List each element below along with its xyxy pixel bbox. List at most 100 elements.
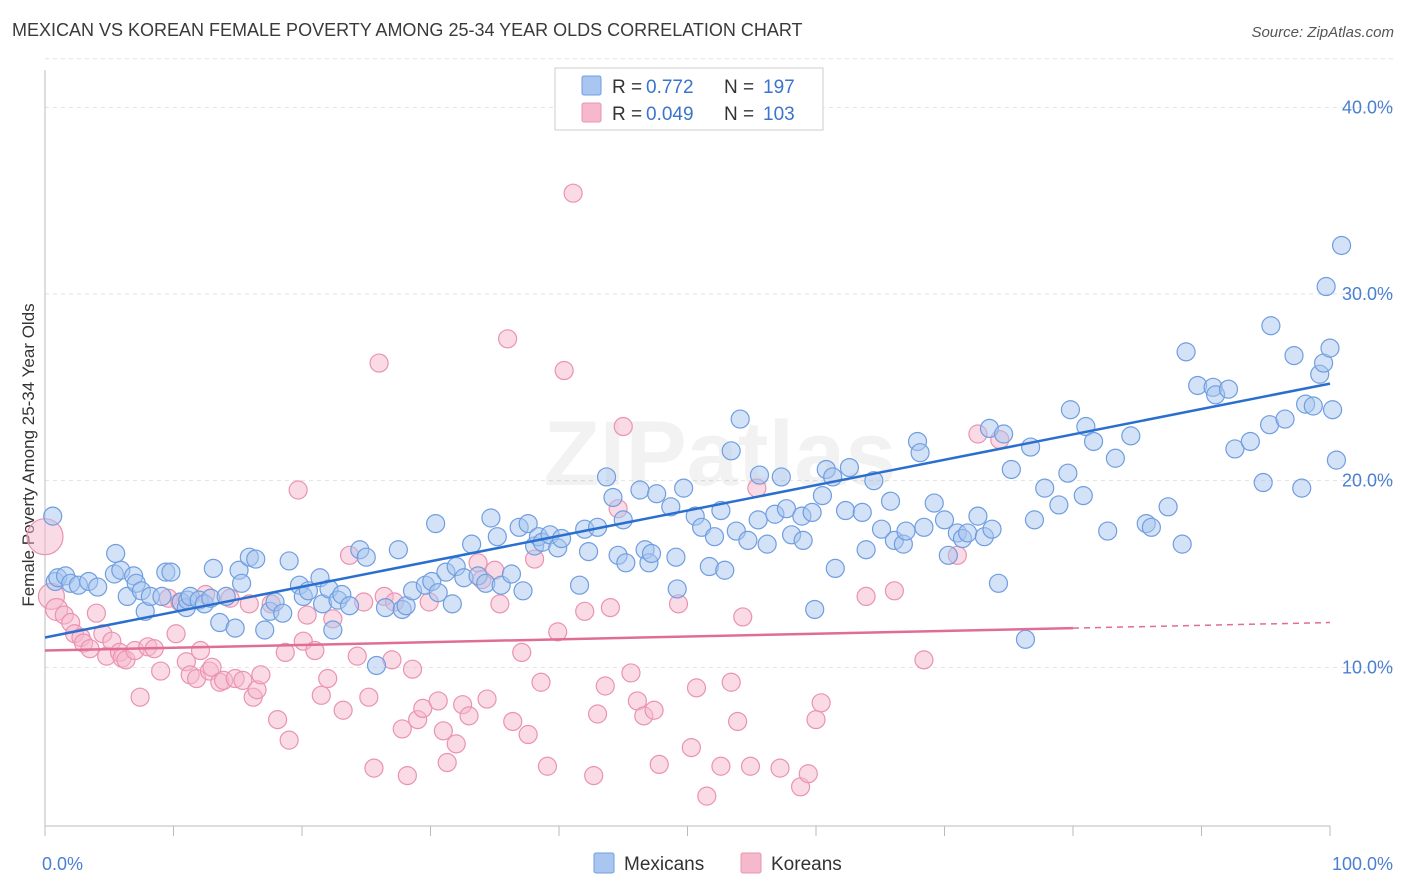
koreans-point <box>728 711 748 732</box>
legend-koreans-label: Koreans <box>771 854 842 875</box>
koreans-point <box>548 622 568 642</box>
koreans-point <box>251 665 271 685</box>
koreans-point <box>711 756 731 776</box>
mexicans-point <box>481 508 501 528</box>
koreans-point <box>305 640 325 661</box>
mexicans-point <box>630 480 650 500</box>
mexicans-point <box>692 517 712 537</box>
mexicans-point <box>880 491 901 511</box>
mexicans-point <box>715 560 735 580</box>
mexicans-point <box>1073 486 1093 506</box>
koreans-point <box>428 691 448 711</box>
mexicans-point <box>1049 495 1069 515</box>
mexicans-point <box>1176 342 1196 362</box>
koreans-point <box>369 353 389 373</box>
mexicans-point <box>852 502 872 523</box>
x-tick-label: 0.0% <box>42 854 83 874</box>
mexicans-point <box>1060 400 1081 420</box>
mexicans-point <box>273 603 293 623</box>
mexicans-point <box>1218 379 1239 399</box>
koreans-point <box>621 663 641 683</box>
mexicans-point <box>667 579 687 599</box>
koreans-r-value: 0.049 <box>646 104 694 125</box>
mexicans-point <box>793 530 813 551</box>
mexicans-point <box>388 540 408 560</box>
koreans-point <box>770 758 790 778</box>
mexicans-point <box>225 618 245 638</box>
mexicans-point <box>721 441 741 461</box>
mexicans-point <box>616 553 636 573</box>
koreans-point <box>333 700 353 720</box>
mexicans-point <box>812 486 833 506</box>
chart-title: MEXICAN VS KOREAN FEMALE POVERTY AMONG 2… <box>12 20 803 40</box>
koreans-point <box>914 650 934 670</box>
mexicans-point <box>1035 478 1055 498</box>
mexicans-r-value: 0.772 <box>646 77 694 98</box>
mexicans-point <box>958 523 978 543</box>
mexicans-point <box>748 510 768 530</box>
mexicans-trend-line <box>44 382 1331 639</box>
y-tick-label: 40.0% <box>1342 97 1393 117</box>
koreans-point <box>151 661 171 681</box>
mexicans-point <box>323 620 343 640</box>
mexicans-point <box>835 500 856 521</box>
mexicans-point <box>613 510 633 530</box>
mexicans-point <box>1058 463 1078 483</box>
mexicans-point <box>442 594 462 614</box>
koreans-point <box>202 657 222 677</box>
mexicans-point <box>1015 629 1036 649</box>
koreans-point <box>563 183 583 203</box>
mexicans-point <box>161 562 181 582</box>
mexicans-swatch <box>581 75 602 96</box>
koreans-point <box>279 730 299 750</box>
koreans-trend-extension <box>1072 621 1331 629</box>
mexicans-point <box>1275 409 1295 429</box>
mexicans-point <box>896 521 916 541</box>
mexicans-point <box>704 527 725 547</box>
legend-koreans-swatch <box>740 852 762 874</box>
koreans-point <box>512 642 532 663</box>
mexicans-point <box>578 541 599 562</box>
koreans-point <box>503 711 523 732</box>
mexicans-point <box>603 487 623 508</box>
koreans-point <box>554 360 574 381</box>
legend-top: R = 0.772 N = 197 R = 0.049 N = 103 <box>554 67 824 131</box>
koreans-point <box>686 678 707 698</box>
legend-bottom: Mexicans Koreans <box>593 852 842 875</box>
koreans-swatch <box>581 102 602 123</box>
mexicans-point <box>1261 316 1281 336</box>
mexicans-point <box>1141 517 1161 537</box>
mexicans-point <box>864 471 884 491</box>
mexicans-point <box>776 499 797 519</box>
koreans-point <box>490 594 510 614</box>
koreans-point <box>531 672 551 692</box>
koreans-point <box>644 700 664 720</box>
mexicans-point <box>802 502 822 523</box>
mexicans-point <box>43 506 63 526</box>
koreans-point <box>364 758 384 778</box>
y-tick-label: 30.0% <box>1342 284 1393 304</box>
koreans-point <box>86 603 107 623</box>
koreans-point <box>318 668 338 689</box>
koreans-point <box>798 764 818 784</box>
mexicans-point <box>1253 472 1273 493</box>
koreans-point <box>397 765 417 786</box>
mexicans-point <box>982 519 1002 539</box>
mexicans-r-label: R = <box>612 77 642 98</box>
koreans-n-label: N = <box>724 104 754 125</box>
mexicans-point <box>856 540 876 560</box>
koreans-point <box>446 734 466 754</box>
koreans-point <box>806 709 826 730</box>
mexicans-point <box>730 409 750 429</box>
tick-labels: 10.0% 20.0% 30.0% 40.0% 0.0% 100.0% <box>42 97 1393 874</box>
mexicans-point <box>1105 448 1126 468</box>
mexicans-point <box>356 547 376 567</box>
mexicans-point <box>1098 521 1118 541</box>
koreans-n-value: 103 <box>763 104 795 125</box>
mexicans-point <box>551 528 572 549</box>
mexicans-point <box>1303 396 1323 416</box>
koreans-point <box>595 676 615 696</box>
mexicans-point <box>641 543 662 564</box>
koreans-point <box>130 687 150 707</box>
koreans-point <box>166 624 186 644</box>
